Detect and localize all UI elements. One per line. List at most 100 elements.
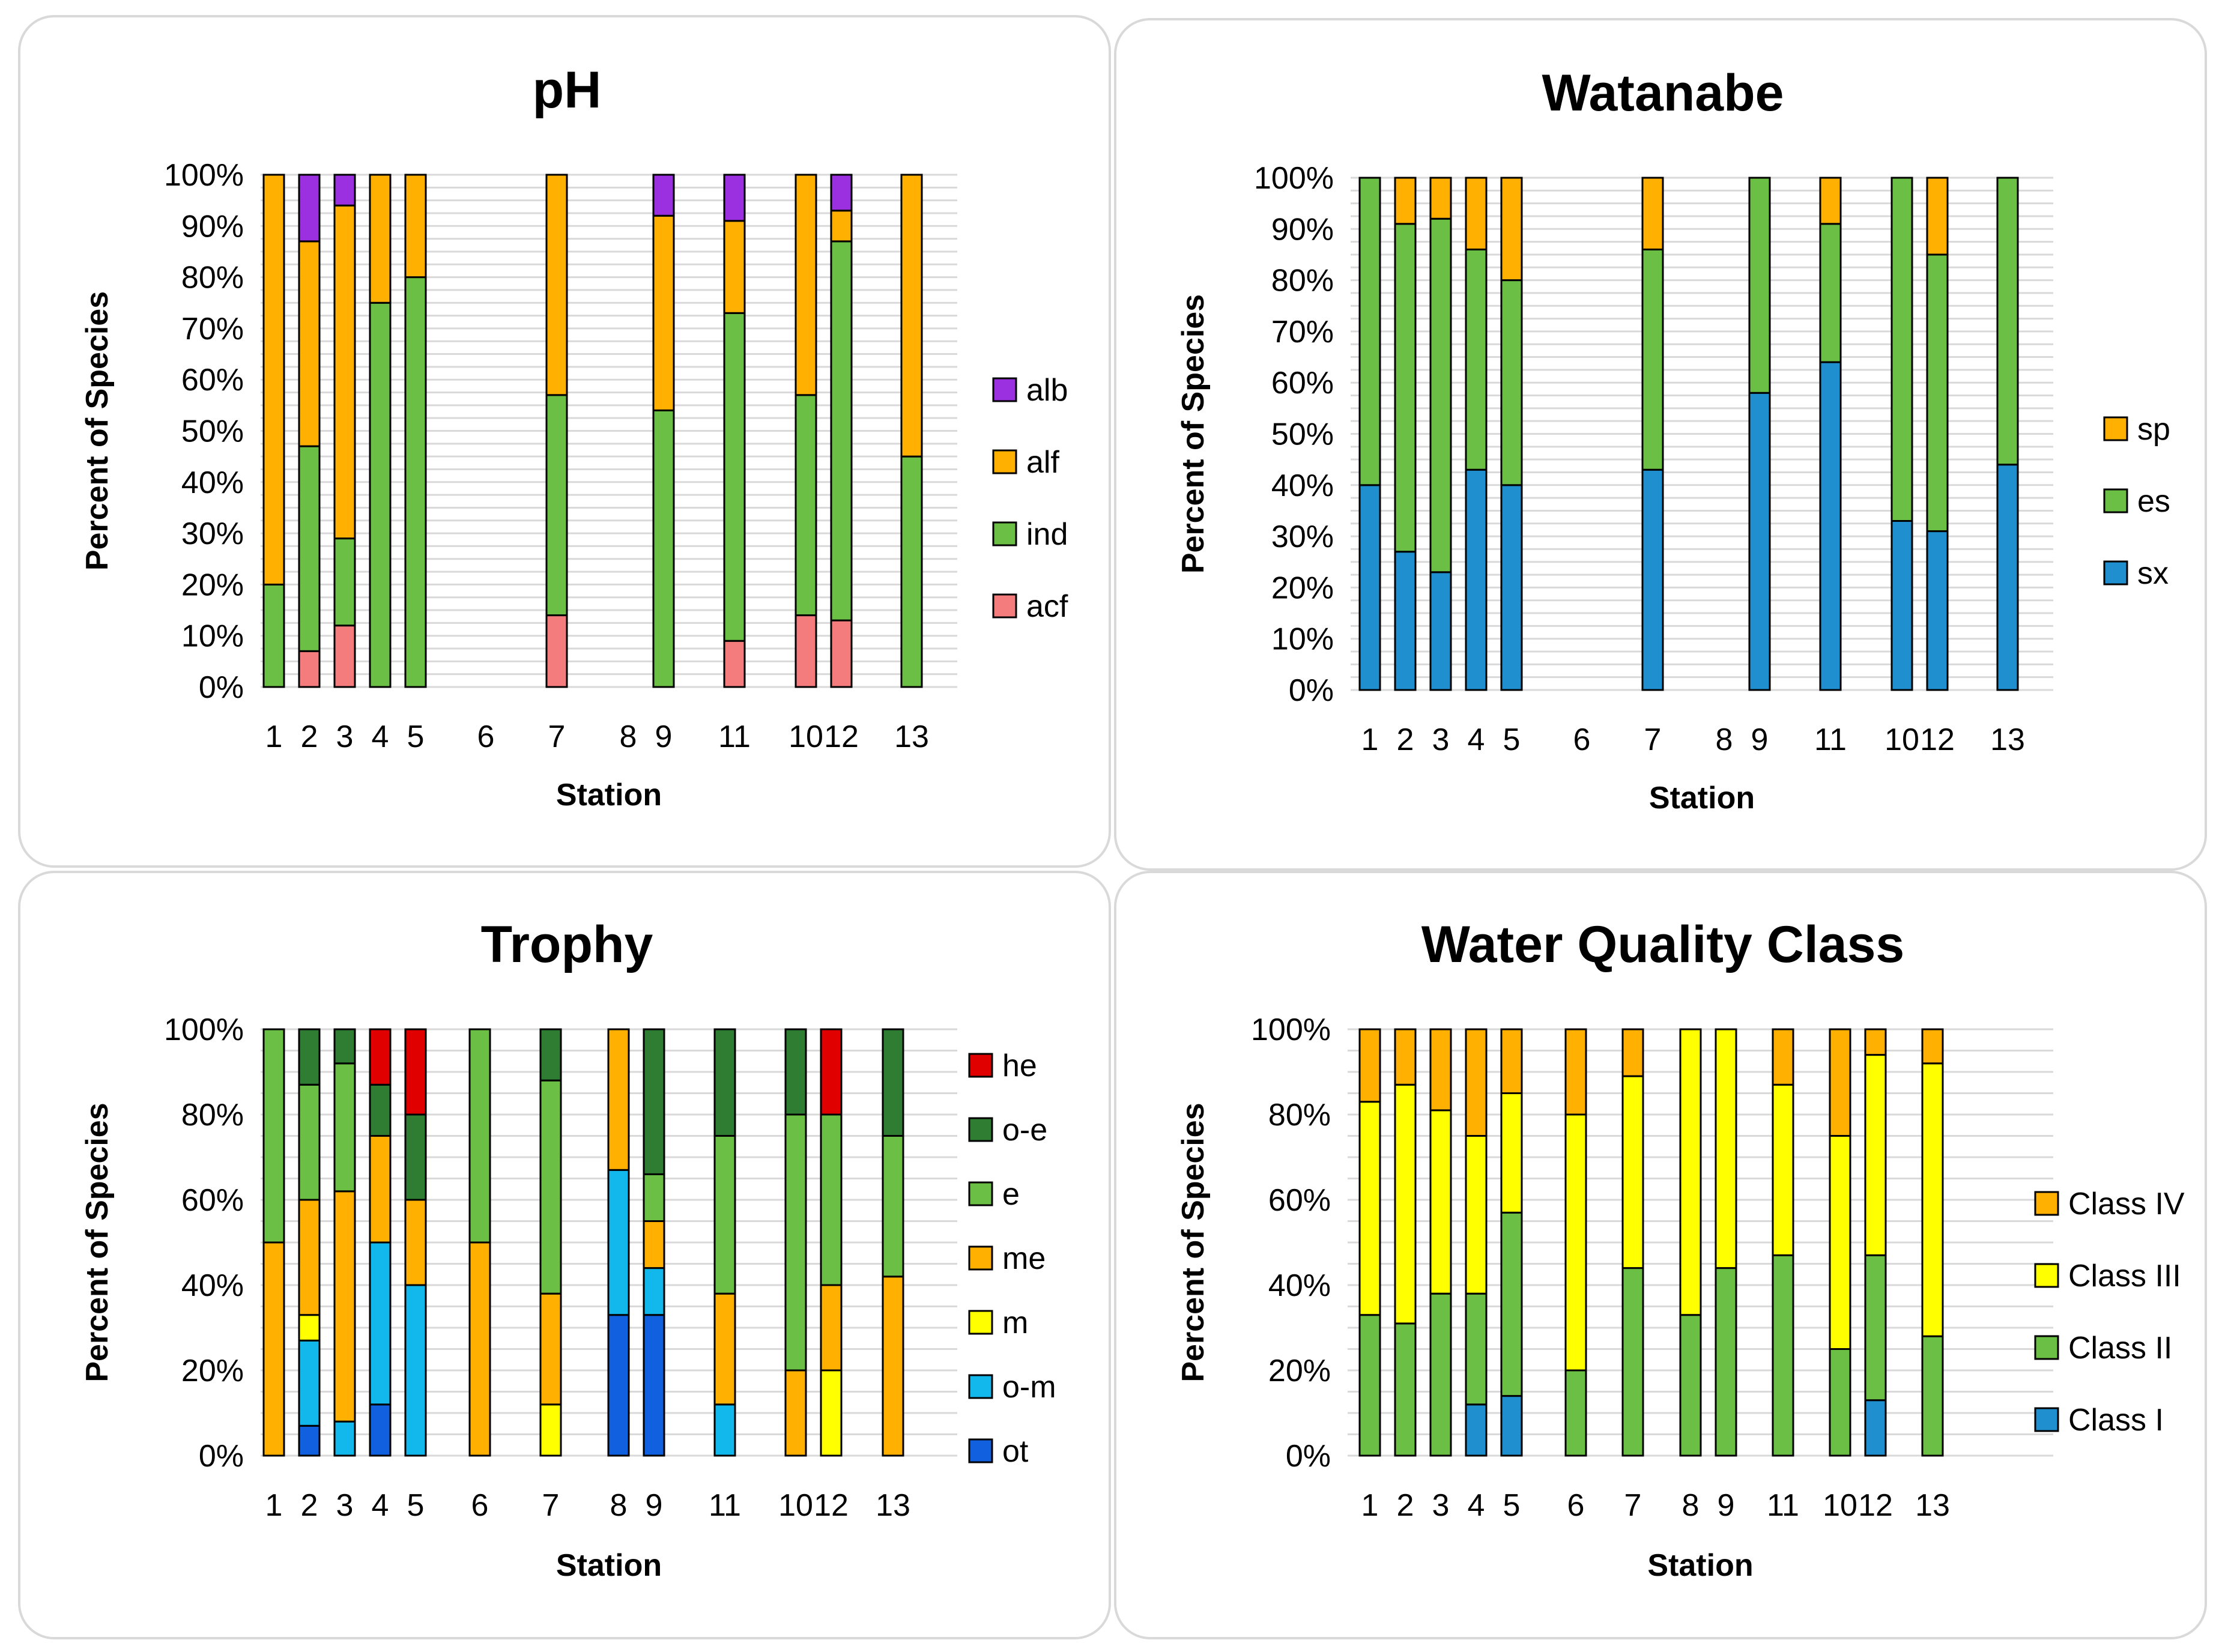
bar-segment-alf-station-3 (333, 204, 356, 540)
y-tick-label: 20% (1268, 1354, 1331, 1388)
bar-segment-class-iv-station-4 (1465, 1028, 1488, 1137)
bar-segment-alb-station-2 (298, 174, 321, 243)
bar-segment-e-station-9 (643, 1173, 665, 1222)
legend-swatch-es (2103, 488, 2128, 513)
bar-segment-sp-station-7 (1641, 177, 1664, 250)
bar-segment-class-ii-station-11 (1772, 1254, 1794, 1457)
y-tick-label: 0% (199, 1439, 244, 1474)
bar-segment-es-station-13 (1996, 177, 2019, 466)
bar-segment-o-e-station-11 (713, 1028, 736, 1137)
bar-segment-e-station-3 (333, 1062, 356, 1193)
bar-segment-e-station-12 (820, 1113, 843, 1286)
y-tick-label: 60% (181, 1183, 244, 1218)
x-tick-label: 9 (1718, 1488, 1735, 1523)
bar-segment-class-iv-station-12 (1864, 1028, 1887, 1056)
y-tick-label: 0% (199, 670, 244, 705)
bar-segment-ind-station-2 (298, 445, 321, 652)
x-tick-label: 3 (1432, 1488, 1450, 1523)
legend-swatch-e (968, 1181, 993, 1206)
bar-segment-class-iv-station-3 (1429, 1028, 1452, 1112)
x-tick-label: 8 (610, 1488, 628, 1523)
y-tick-label: 70% (181, 312, 244, 346)
bar-segment-class-i-station-4 (1465, 1403, 1488, 1457)
y-tick-label: 100% (1254, 161, 1334, 196)
bar-segment-class-iv-station-5 (1500, 1028, 1523, 1094)
bar-segment-e-station-13 (882, 1135, 904, 1278)
x-tick-label: 6 (1567, 1488, 1585, 1523)
bar-segment-class-iii-station-9 (1715, 1028, 1737, 1269)
legend-label-ind: ind (1026, 517, 1068, 552)
x-tick-label: 10 (1823, 1488, 1857, 1523)
x-tick-label: 7 (542, 1488, 560, 1523)
legend-swatch-o-m (968, 1374, 993, 1399)
bar-segment-me-station-6 (468, 1241, 491, 1457)
legend-swatch-class-ii (2034, 1335, 2059, 1360)
bar-segment-es-station-1 (1358, 177, 1381, 486)
legend-label-o-m: o-m (1002, 1370, 1056, 1405)
bar-segment-class-ii-station-12 (1864, 1254, 1887, 1402)
y-axis-label: Percent of Species (1176, 294, 1211, 573)
legend-label-class-ii: Class II (2068, 1331, 2172, 1366)
x-tick-label: 7 (548, 719, 566, 754)
chart-panel-watanabe: Watanabe 0% 10% 20% 30% 40% 50% 60% 70% 80% 90% 100… (1114, 18, 2207, 871)
x-tick-label: 8 (1716, 722, 1733, 757)
x-tick-label: 4 (372, 1488, 389, 1523)
bar-segment-o-e-station-7 (539, 1028, 562, 1082)
bar-segment-alf-station-2 (298, 240, 321, 447)
bar-segment-alf-station-10 (795, 174, 817, 396)
legend-swatch-o-e (968, 1117, 993, 1142)
bar-segment-me-station-4 (369, 1135, 392, 1244)
bar-segment-o-m-station-5 (404, 1284, 427, 1457)
bar-segment-class-iv-station-11 (1772, 1028, 1794, 1086)
bar-segment-class-iii-station-7 (1621, 1075, 1644, 1269)
x-axis-label: Station (556, 1548, 662, 1583)
bar-segment-class-ii-station-9 (1715, 1267, 1737, 1457)
bar-segment-o-m-station-9 (643, 1267, 665, 1316)
bar-segment-class-iv-station-13 (1921, 1028, 1944, 1065)
x-tick-label: 1 (265, 1488, 283, 1523)
legend-swatch-alb (992, 377, 1017, 402)
bar-segment-o-m-station-2 (298, 1339, 321, 1427)
bar-segment-class-iii-station-1 (1358, 1101, 1381, 1316)
bar-segment-es-station-10 (1890, 177, 1913, 522)
bar-segment-sx-station-1 (1358, 484, 1381, 691)
chart-panel-water-quality-class: Water Quality Class 0% 20% 40% 60% 80% 100% 1 2 3… (1114, 871, 2207, 1639)
bar-segment-sx-station-5 (1500, 484, 1523, 691)
bar-segment-class-ii-station-5 (1500, 1211, 1523, 1397)
bar-segment-me-station-2 (298, 1199, 321, 1316)
bar-segment-me-station-9 (643, 1220, 665, 1269)
bar-segment-o-e-station-3 (333, 1028, 356, 1065)
y-tick-label: 70% (1271, 315, 1334, 349)
legend-swatch-acf (992, 593, 1017, 619)
legend-label-sx: sx (2137, 556, 2169, 591)
bar-segment-alf-station-7 (545, 174, 568, 396)
x-axis-label: Station (1647, 1548, 1753, 1583)
y-tick-label: 80% (1268, 1098, 1331, 1133)
x-tick-label: 10 (789, 719, 823, 754)
bar-segment-acf-station-10 (795, 614, 817, 688)
legend-label-class-iv: Class IV (2068, 1187, 2185, 1221)
y-tick-label: 80% (1271, 264, 1334, 298)
bar-segment-sx-station-2 (1394, 551, 1417, 691)
bar-segment-class-ii-station-8 (1679, 1314, 1702, 1457)
y-tick-label: 30% (1271, 519, 1334, 554)
bar-segment-class-iii-station-5 (1500, 1092, 1523, 1214)
bar-segment-alf-station-12 (830, 210, 853, 243)
bars (1358, 177, 2019, 691)
bar-segment-alf-station-1 (262, 174, 285, 585)
bar-segment-class-iv-station-7 (1621, 1028, 1644, 1077)
bar-segment-m-station-7 (539, 1403, 562, 1457)
legend-swatch-he (968, 1053, 993, 1078)
chart-title: pH (533, 61, 602, 119)
bar-segment-alf-station-13 (900, 174, 923, 458)
bar-segment-class-iii-station-11 (1772, 1083, 1794, 1256)
x-tick-label: 2 (1397, 722, 1414, 757)
bar-segment-class-ii-station-2 (1394, 1322, 1417, 1457)
y-tick-label: 100% (164, 1012, 244, 1047)
bar-segment-e-station-11 (713, 1135, 736, 1295)
bars (262, 1028, 904, 1457)
bar-segment-ind-station-1 (262, 583, 285, 688)
bar-segment-e-station-2 (298, 1083, 321, 1201)
bar-segment-class-iii-station-3 (1429, 1109, 1452, 1295)
